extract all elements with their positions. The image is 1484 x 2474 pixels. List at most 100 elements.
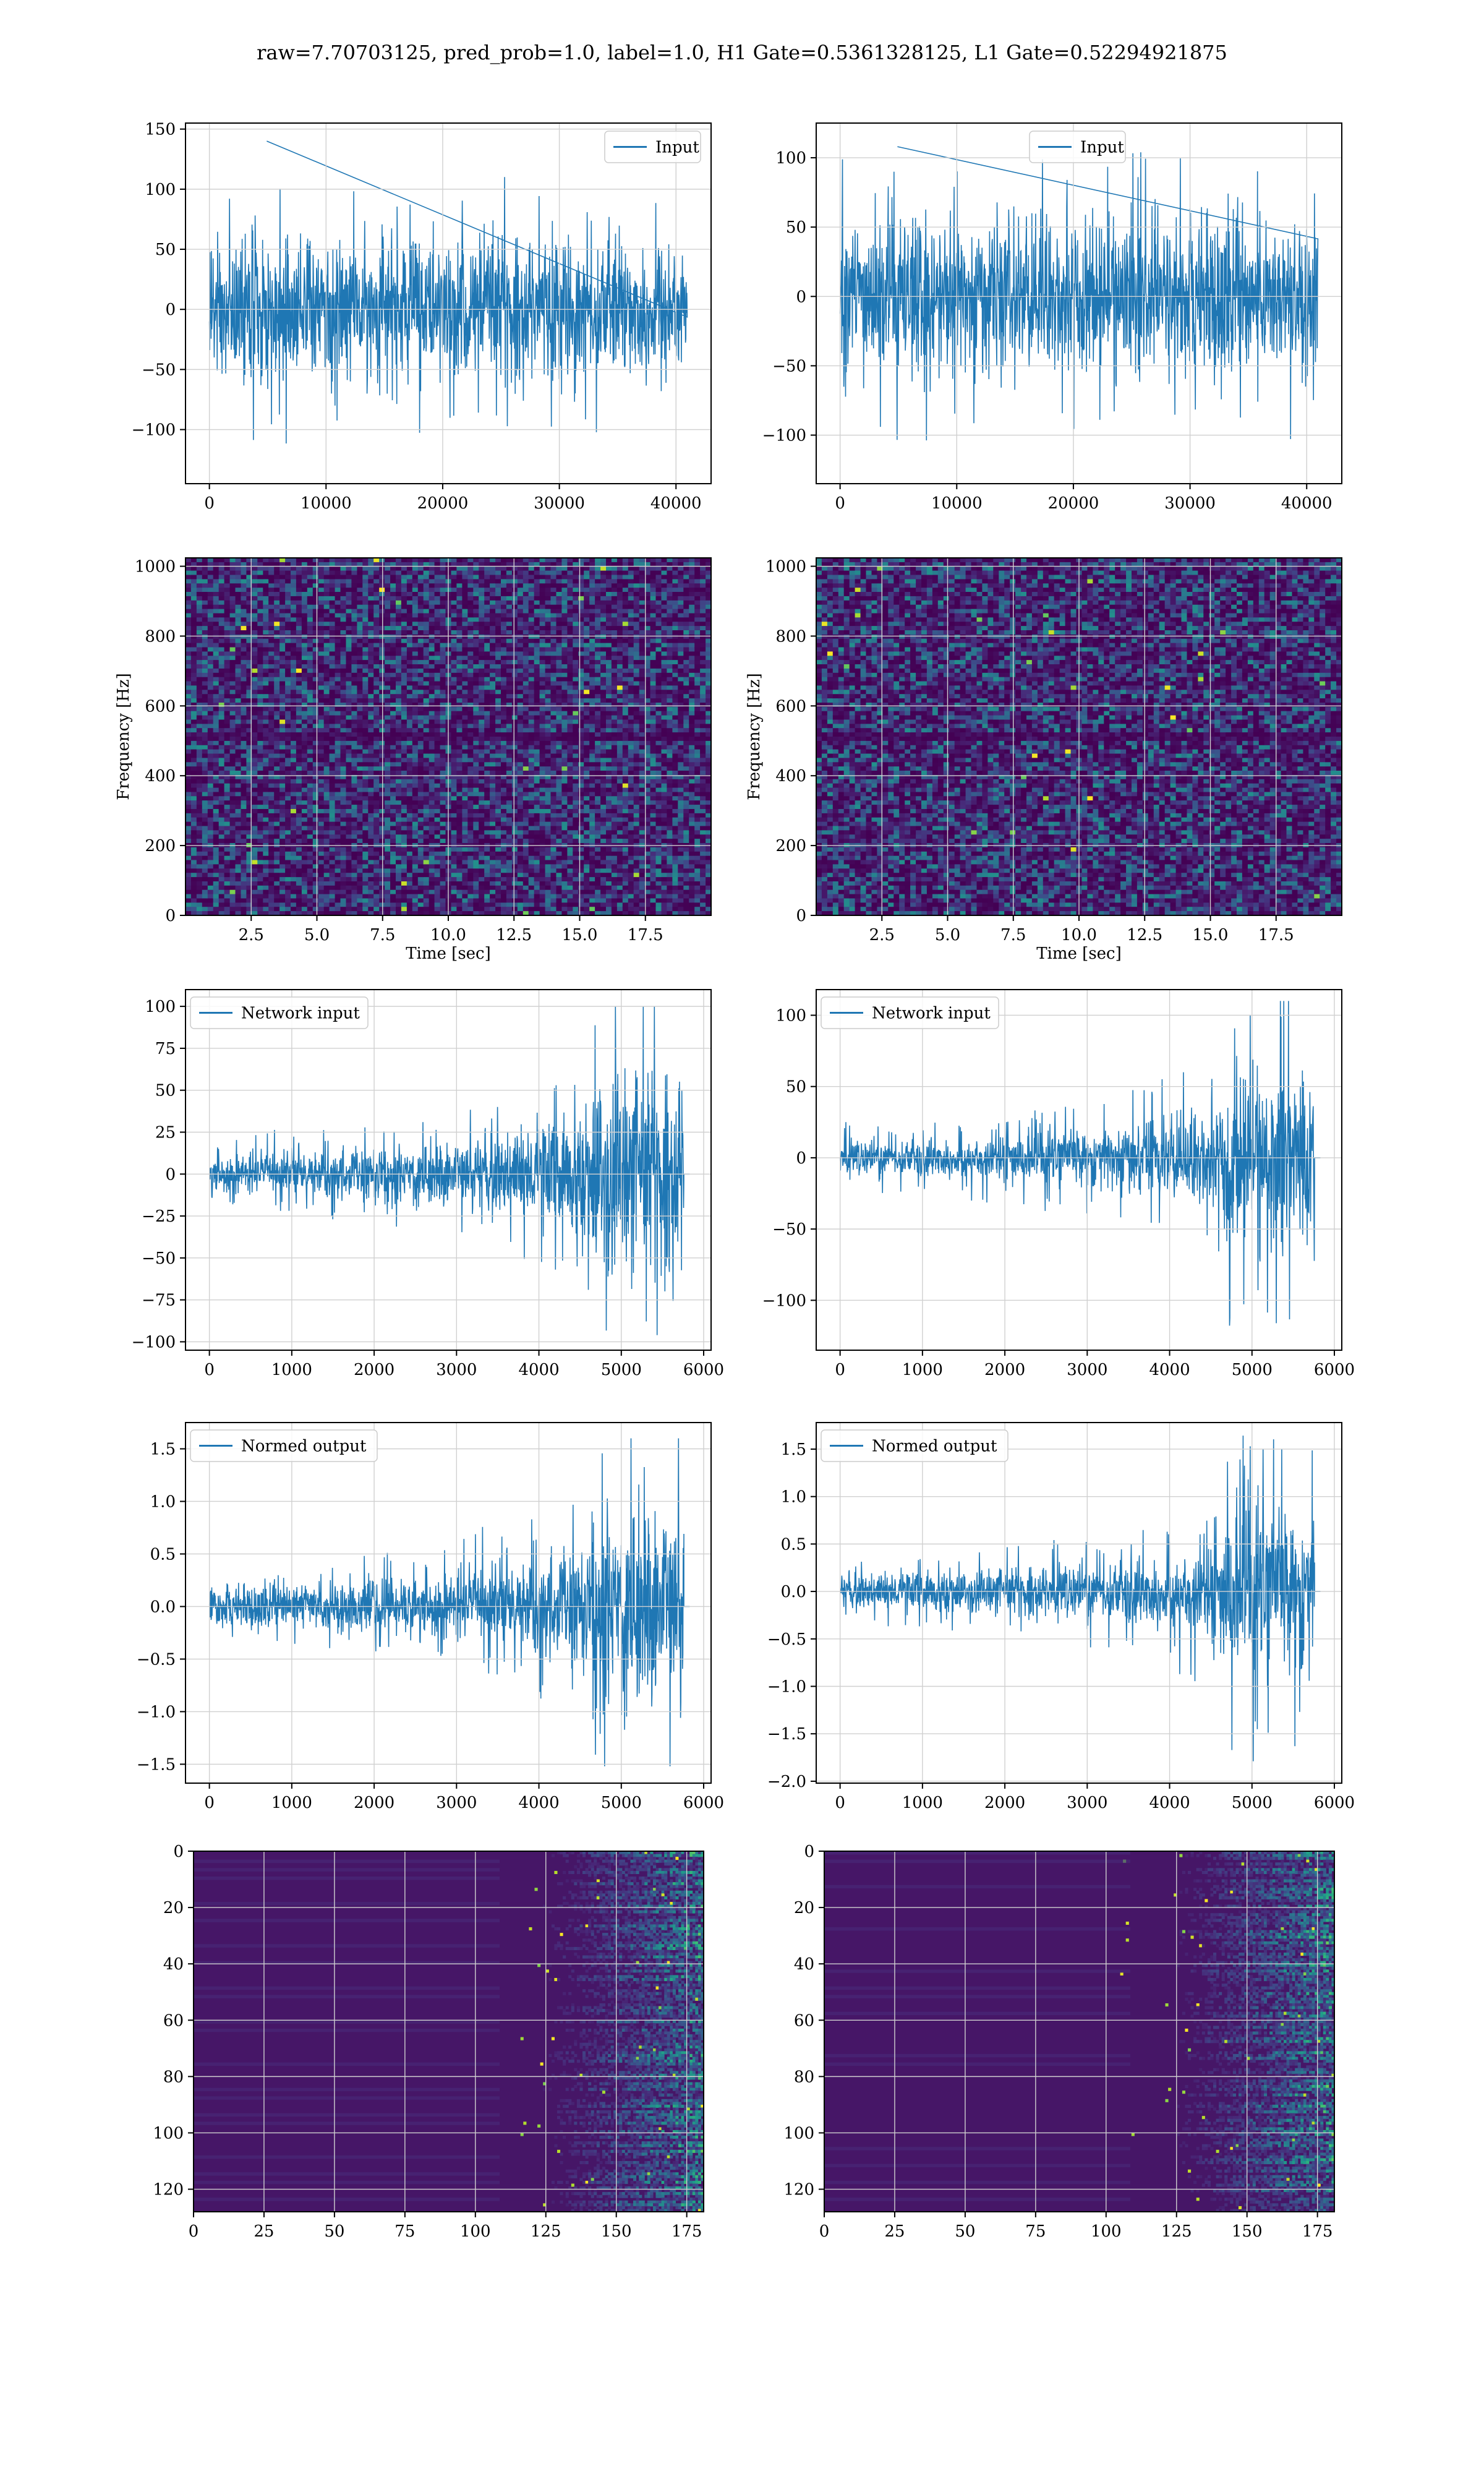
heatmap-cell bbox=[495, 885, 501, 891]
heatmap-cell bbox=[229, 907, 236, 912]
heatmap-cell bbox=[291, 839, 297, 844]
heatmap-cell bbox=[401, 681, 407, 686]
heatmap-cell bbox=[379, 660, 385, 665]
heatmap-cell bbox=[456, 651, 463, 656]
heatmap-cell bbox=[307, 566, 313, 571]
heatmap-cell bbox=[263, 613, 269, 618]
heatmap-cell bbox=[396, 566, 402, 571]
heatmap-cell bbox=[390, 588, 396, 593]
heatmap-cell bbox=[357, 817, 363, 823]
heatmap-cell bbox=[429, 868, 435, 873]
heatmap-cell bbox=[268, 779, 275, 784]
heatmap-cell bbox=[241, 868, 247, 873]
heatmap-cell bbox=[479, 588, 485, 593]
heatmap-cell bbox=[429, 779, 435, 784]
heatmap-cell bbox=[451, 604, 457, 610]
heatmap-cell bbox=[467, 668, 474, 674]
heatmap-cell bbox=[252, 732, 258, 737]
heatmap-cell bbox=[456, 634, 463, 640]
heatmap-cell bbox=[323, 600, 330, 606]
heatmap-cell bbox=[207, 711, 214, 716]
heatmap-cell bbox=[190, 570, 197, 576]
heatmap-cell bbox=[357, 570, 363, 576]
heatmap-cell bbox=[296, 894, 302, 899]
heatmap-cell bbox=[473, 907, 479, 912]
heatmap-cell bbox=[484, 715, 490, 721]
heatmap-cell bbox=[186, 604, 192, 610]
heatmap-cell bbox=[451, 728, 457, 733]
heatmap-cell bbox=[434, 894, 441, 899]
heatmap-cell bbox=[318, 643, 325, 648]
heatmap-cell bbox=[495, 898, 501, 903]
heatmap-cell bbox=[396, 830, 402, 835]
heatmap-cell bbox=[241, 753, 247, 758]
heatmap-cell bbox=[301, 805, 308, 810]
heatmap-cell bbox=[473, 672, 479, 678]
heatmap-cell bbox=[202, 826, 208, 831]
heatmap-cell bbox=[235, 651, 241, 656]
heatmap-cell bbox=[312, 681, 319, 686]
heatmap-cell bbox=[346, 579, 352, 584]
heatmap-cell bbox=[318, 817, 325, 823]
heatmap-cell bbox=[246, 834, 252, 839]
heatmap-cell bbox=[423, 698, 430, 703]
heatmap-cell bbox=[279, 664, 286, 669]
heatmap-cell bbox=[268, 609, 275, 614]
heatmap-cell bbox=[340, 694, 346, 699]
heatmap-cell bbox=[373, 575, 380, 580]
heatmap-cell bbox=[301, 728, 308, 733]
heatmap-cell bbox=[484, 898, 490, 903]
heatmap-cell bbox=[479, 685, 485, 690]
heatmap-cell bbox=[417, 885, 424, 891]
heatmap-cell bbox=[440, 864, 446, 869]
heatmap-cell bbox=[346, 570, 352, 576]
heatmap-cell bbox=[218, 604, 225, 610]
heatmap-cell bbox=[484, 762, 490, 767]
heatmap-cell bbox=[196, 805, 203, 810]
heatmap-cell bbox=[229, 719, 236, 724]
heatmap-cell bbox=[401, 711, 407, 716]
heatmap-cell bbox=[434, 805, 441, 810]
heatmap-cell bbox=[440, 698, 446, 703]
heatmap-cell bbox=[451, 617, 457, 622]
heatmap-cell bbox=[351, 715, 357, 721]
heatmap-cell bbox=[456, 694, 463, 699]
heatmap-cell bbox=[357, 677, 363, 682]
heatmap-cell bbox=[484, 745, 490, 750]
heatmap-cell bbox=[186, 796, 192, 801]
heatmap-cell bbox=[213, 647, 220, 652]
heatmap-cell bbox=[224, 885, 231, 891]
heatmap-cell bbox=[490, 604, 496, 610]
heatmap-cell bbox=[385, 579, 391, 584]
heatmap-cell bbox=[329, 660, 336, 665]
heatmap-cell bbox=[440, 855, 446, 861]
heatmap-cell bbox=[473, 873, 479, 878]
heatmap-cell bbox=[423, 885, 430, 891]
heatmap-cell bbox=[373, 885, 380, 891]
heatmap-cell bbox=[274, 766, 280, 771]
heatmap-cell bbox=[368, 745, 374, 750]
heatmap-cell bbox=[346, 732, 352, 737]
heatmap-cell bbox=[340, 651, 346, 656]
heatmap-cell bbox=[307, 847, 313, 852]
heatmap-cell bbox=[307, 626, 313, 631]
heatmap-cell bbox=[268, 690, 275, 695]
heatmap-cell bbox=[323, 592, 330, 597]
heatmap-cell bbox=[268, 911, 275, 915]
heatmap-cell bbox=[296, 860, 302, 865]
heatmap-cell bbox=[401, 796, 407, 801]
heatmap-cell bbox=[268, 656, 275, 661]
heatmap-cell bbox=[335, 855, 341, 861]
heatmap-cell bbox=[484, 834, 490, 839]
heatmap-cell bbox=[406, 864, 413, 869]
heatmap-cell bbox=[401, 758, 407, 763]
heatmap-cell bbox=[406, 821, 413, 827]
heatmap-cell bbox=[456, 609, 463, 614]
heatmap-cell bbox=[373, 647, 380, 652]
heatmap-cell bbox=[490, 706, 496, 712]
heatmap-cell bbox=[490, 774, 496, 780]
heatmap-cell bbox=[291, 898, 297, 903]
heatmap-cell bbox=[263, 809, 269, 814]
heatmap-cell bbox=[462, 860, 468, 865]
heatmap-cell bbox=[318, 902, 325, 907]
